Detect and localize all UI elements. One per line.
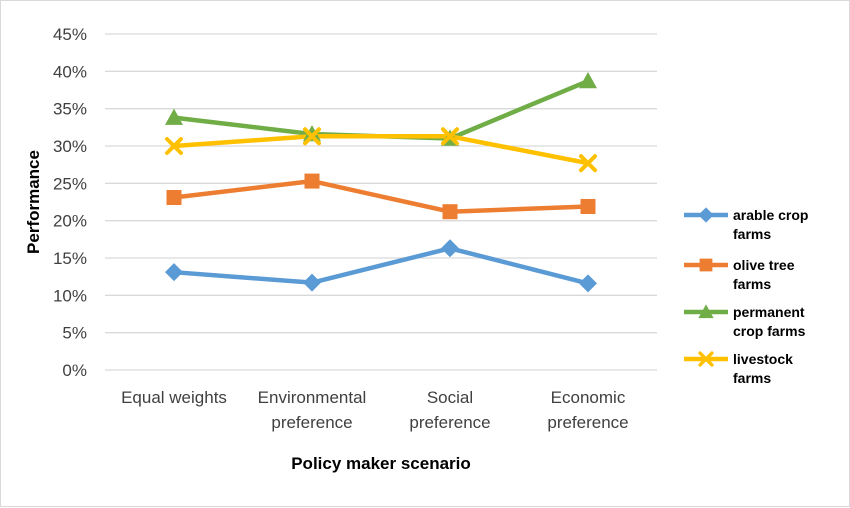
y-tick-label: 40% <box>53 62 87 81</box>
square-marker <box>699 258 713 272</box>
y-tick-labels: 0% 5% 10% 15% 20% 25% 30% 35% 40% 45% <box>53 25 87 380</box>
y-tick-label: 25% <box>53 174 87 193</box>
triangle-marker <box>165 108 183 125</box>
legend-label: livestock farms <box>733 351 793 386</box>
x-tick-label: Equal weights <box>121 388 227 407</box>
y-tick-label: 30% <box>53 137 87 156</box>
legend: arable crop farms olive tree farms permanent… <box>684 207 808 386</box>
triangle-marker <box>698 304 714 319</box>
diamond-marker <box>165 263 183 282</box>
x-axis-title: Policy maker scenario <box>291 454 471 473</box>
series-line <box>171 246 591 286</box>
y-tick-label: 15% <box>53 249 87 268</box>
y-tick-label: 35% <box>53 100 87 119</box>
x-tick-label: Economic preference <box>547 388 628 432</box>
x-tick-labels: Equal weights Environmental preference Soci… <box>121 388 629 432</box>
legend-item: livestock farms <box>684 351 793 386</box>
diamond-marker <box>579 274 597 293</box>
x-tick-label: Social preference <box>409 388 490 432</box>
y-tick-label: 0% <box>62 361 87 380</box>
series-lines <box>171 78 591 286</box>
triangle-marker <box>303 125 321 142</box>
x-marker <box>698 351 714 367</box>
y-tick-label: 20% <box>53 212 87 231</box>
legend-label: arable crop farms <box>733 207 808 242</box>
x-marker <box>303 127 321 146</box>
series-line <box>171 178 591 214</box>
diamond-marker <box>441 239 459 258</box>
square-marker <box>304 173 320 189</box>
triangle-marker <box>579 72 597 89</box>
legend-item: permanent crop farms <box>684 304 806 339</box>
x-tick-label: Environmental preference <box>258 388 367 432</box>
y-tick-label: 5% <box>62 324 87 343</box>
x-marker <box>165 137 183 155</box>
legend-item: arable crop farms <box>684 207 808 242</box>
diamond-marker <box>698 207 714 223</box>
series-line <box>171 134 591 166</box>
square-marker <box>442 204 458 220</box>
legend-item: olive tree farms <box>684 257 795 292</box>
series-line <box>171 78 591 141</box>
y-tick-label: 10% <box>53 286 87 305</box>
legend-label: olive tree farms <box>733 257 795 292</box>
y-axis-title: Performance <box>24 150 43 254</box>
x-marker <box>441 127 459 146</box>
legend-label: permanent crop farms <box>733 304 806 339</box>
square-marker <box>580 198 596 214</box>
x-marker <box>579 154 597 173</box>
y-tick-label: 45% <box>53 25 87 44</box>
square-marker <box>166 190 182 206</box>
series-markers <box>165 72 597 293</box>
diamond-marker <box>303 273 321 292</box>
